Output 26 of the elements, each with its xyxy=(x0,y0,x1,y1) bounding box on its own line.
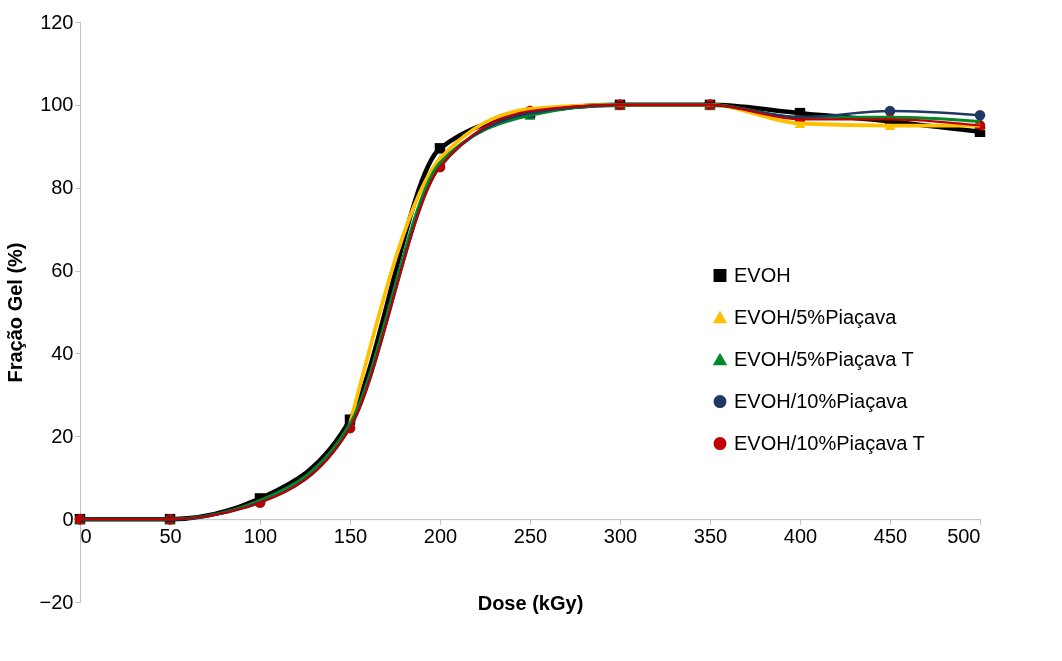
legend-label: EVOH/10%Piaçava T xyxy=(734,431,925,454)
x-tick-label: 0 xyxy=(80,524,92,547)
y-tick-label: 80 xyxy=(51,176,74,199)
x-tick-label: 350 xyxy=(693,524,728,547)
x-tick-label: 250 xyxy=(513,524,548,547)
x-tick-label: 150 xyxy=(333,524,368,547)
x-tick-label: 450 xyxy=(873,524,908,547)
y-tick-label: 100 xyxy=(40,93,74,116)
x-tick-label: 50 xyxy=(159,524,182,547)
legend-label: EVOH/10%Piaçava xyxy=(734,389,909,412)
x-tick-label: 300 xyxy=(603,524,638,547)
y-tick-label: 120 xyxy=(40,10,74,33)
y-tick-label: 60 xyxy=(51,259,74,282)
y-axis-title: Fração Gel (%) xyxy=(3,242,26,383)
x-axis-title: Dose (kGy) xyxy=(477,592,584,615)
x-tick-label: 200 xyxy=(423,524,458,547)
y-tick-label: 0 xyxy=(62,507,74,530)
x-tick-label: 500 xyxy=(947,524,981,547)
x-tick-label: 100 xyxy=(243,524,278,547)
legend-label: EVOH/5%Piaçava xyxy=(734,305,898,328)
legend-label: EVOH/5%Piaçava T xyxy=(734,347,914,370)
x-tick-label: 400 xyxy=(783,524,818,547)
y-tick-label: −20 xyxy=(39,590,74,613)
legend-label: EVOH xyxy=(734,263,791,286)
y-tick-label: 40 xyxy=(51,341,74,364)
y-tick-label: 20 xyxy=(51,424,74,447)
